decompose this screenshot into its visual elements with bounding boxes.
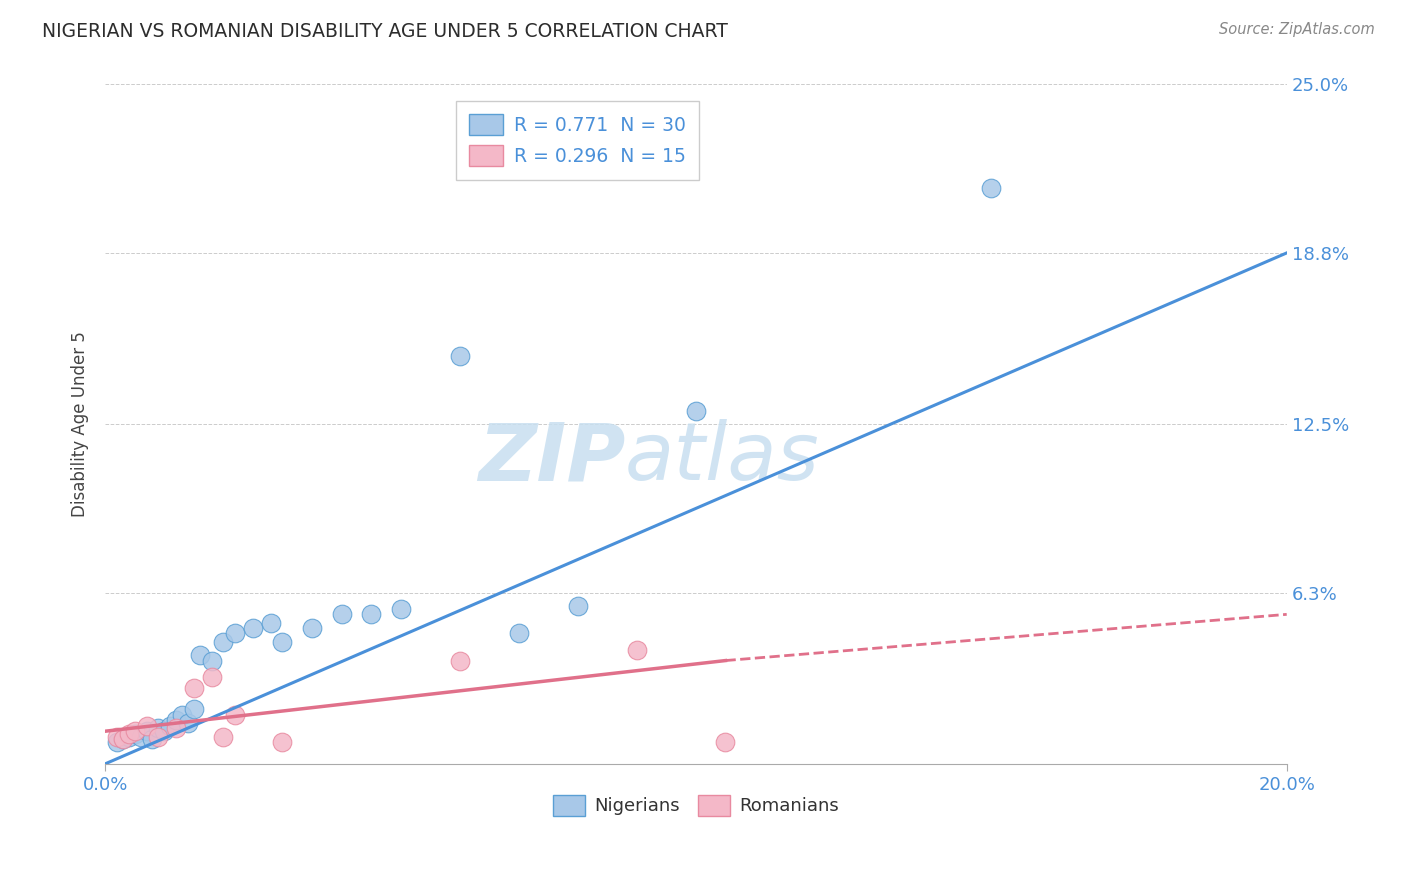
Point — [165, 714, 187, 728]
Point — [170, 707, 193, 722]
Point — [330, 607, 353, 622]
Point — [165, 722, 187, 736]
Point — [135, 724, 157, 739]
Point — [567, 599, 589, 614]
Point — [124, 724, 146, 739]
Point — [271, 735, 294, 749]
Point — [259, 615, 281, 630]
Legend: Nigerians, Romanians: Nigerians, Romanians — [546, 788, 846, 822]
Y-axis label: Disability Age Under 5: Disability Age Under 5 — [72, 331, 89, 517]
Point — [105, 730, 128, 744]
Point — [301, 621, 323, 635]
Point — [124, 727, 146, 741]
Point — [224, 626, 246, 640]
Point — [200, 654, 222, 668]
Point — [271, 634, 294, 648]
Point — [685, 403, 707, 417]
Point — [118, 727, 141, 741]
Point — [148, 722, 170, 736]
Point — [159, 719, 181, 733]
Point — [141, 732, 163, 747]
Point — [508, 626, 530, 640]
Point — [212, 730, 235, 744]
Point — [105, 735, 128, 749]
Point — [200, 670, 222, 684]
Point — [449, 654, 471, 668]
Point — [148, 730, 170, 744]
Point — [111, 732, 134, 747]
Point — [242, 621, 264, 635]
Point — [389, 602, 412, 616]
Point — [111, 732, 134, 747]
Point — [183, 702, 205, 716]
Point — [118, 730, 141, 744]
Text: ZIP: ZIP — [478, 419, 626, 497]
Point — [135, 719, 157, 733]
Point — [449, 349, 471, 363]
Text: NIGERIAN VS ROMANIAN DISABILITY AGE UNDER 5 CORRELATION CHART: NIGERIAN VS ROMANIAN DISABILITY AGE UNDE… — [42, 22, 728, 41]
Text: atlas: atlas — [626, 419, 820, 497]
Point — [224, 707, 246, 722]
Point — [177, 716, 200, 731]
Point — [360, 607, 382, 622]
Point — [129, 730, 152, 744]
Point — [626, 642, 648, 657]
Text: Source: ZipAtlas.com: Source: ZipAtlas.com — [1219, 22, 1375, 37]
Point — [212, 634, 235, 648]
Point — [183, 681, 205, 695]
Point — [714, 735, 737, 749]
Point — [153, 724, 176, 739]
Point — [980, 180, 1002, 194]
Point — [188, 648, 211, 662]
